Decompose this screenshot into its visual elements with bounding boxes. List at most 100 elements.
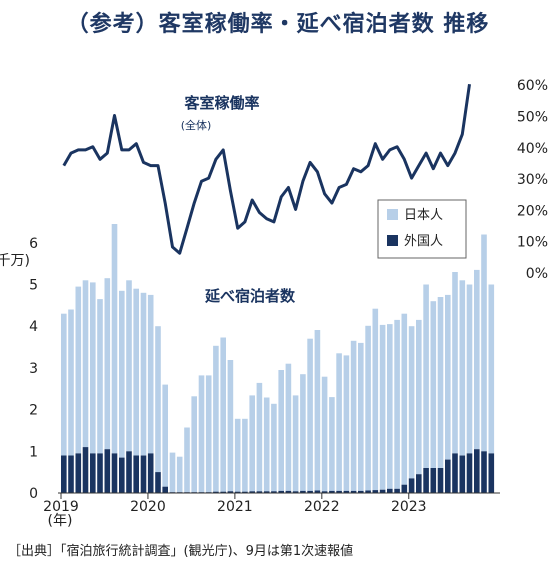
bar-foreign: [437, 468, 444, 493]
y-right-tick-label: 60%: [517, 78, 548, 94]
bar-japanese: [452, 272, 458, 454]
bar-label: 延べ宿泊者数: [204, 287, 296, 305]
bar-japanese: [242, 418, 248, 492]
y-right-tick-label: 20%: [517, 203, 548, 219]
bar-japanese: [155, 326, 161, 473]
bar-japanese: [401, 313, 408, 485]
x-tick-label: 2020: [130, 499, 166, 515]
bar-foreign: [249, 491, 255, 493]
bar-japanese: [205, 375, 212, 493]
bar-japanese: [437, 297, 444, 468]
bar-foreign: [140, 455, 147, 493]
bar-japanese: [104, 278, 111, 450]
source-note: ［出典］「宿泊旅行統計調査」(観光庁)、9月は第1次速報値: [8, 544, 354, 559]
bar-foreign: [68, 455, 74, 493]
bar-japanese: [256, 382, 263, 492]
bar-japanese: [394, 319, 400, 489]
bar-japanese: [133, 288, 139, 456]
bar-foreign: [394, 488, 400, 493]
bar-japanese: [292, 395, 299, 492]
bar-japanese: [300, 374, 306, 491]
bar-japanese: [416, 319, 422, 475]
bar-foreign: [336, 490, 342, 493]
bar-japanese: [365, 325, 371, 491]
y-left-tick-label: 4: [29, 319, 38, 335]
bar-japanese: [408, 326, 415, 479]
bar-foreign: [379, 489, 386, 493]
bar-japanese: [234, 418, 241, 492]
bar-foreign: [292, 491, 299, 493]
bar-japanese: [336, 353, 342, 491]
bar-japanese: [119, 290, 125, 458]
bar-japanese: [140, 292, 147, 456]
bar-foreign: [459, 455, 466, 493]
bar-foreign: [423, 468, 429, 493]
bar-japanese: [169, 452, 176, 493]
bar-foreign: [227, 491, 234, 493]
bar-japanese: [249, 395, 255, 492]
bar-foreign: [329, 490, 335, 493]
bar-japanese: [162, 384, 168, 487]
bar-foreign: [416, 474, 422, 493]
bar-foreign: [263, 491, 270, 493]
bar-foreign: [314, 490, 321, 493]
bar-japanese: [372, 308, 379, 491]
bar-foreign: [452, 453, 458, 493]
legend-entry-japanese: 日本人: [404, 208, 443, 223]
bar-japanese: [285, 363, 292, 491]
bar-japanese: [176, 456, 183, 493]
y-left-tick-label: 0: [29, 486, 38, 502]
bar-foreign: [481, 451, 487, 493]
bar-japanese: [213, 345, 219, 492]
bar-foreign: [82, 447, 89, 493]
bar-foreign: [488, 453, 495, 493]
legend-entry-foreign: 外国人: [404, 234, 443, 249]
y-left-unit: (千万): [0, 253, 30, 269]
legend: 日本人 外国人: [377, 199, 467, 259]
bar-foreign: [466, 453, 473, 493]
x-unit: (年): [48, 513, 73, 529]
bar-japanese: [430, 301, 437, 468]
legend-swatch-japanese: [387, 209, 398, 220]
y-left-tick-label: 1: [29, 444, 38, 460]
bar-japanese: [350, 340, 357, 491]
chart-title: （参考）客室稼働率・延べ宿泊者数 推移: [66, 12, 490, 37]
bar-japanese: [423, 284, 429, 468]
combo-chart: 2019 2020 2021 2022 202301234560%10%20%30%40…: [0, 78, 548, 529]
bar-foreign: [97, 453, 103, 493]
bar-japanese: [220, 337, 226, 492]
bar-japanese: [227, 360, 234, 492]
bar-foreign: [61, 455, 67, 493]
bar-japanese: [445, 294, 451, 460]
bar-foreign: [220, 491, 226, 493]
occupancy-line: [62, 83, 471, 255]
bar-foreign: [387, 488, 393, 493]
bar-foreign: [445, 459, 451, 493]
bar-foreign: [234, 491, 241, 493]
bar-japanese: [90, 282, 96, 454]
bar-foreign: [119, 457, 125, 493]
bar-foreign: [307, 490, 313, 493]
y-left-tick-label: 3: [29, 361, 38, 377]
bar-foreign: [401, 484, 408, 493]
line-sublabel: (全体): [181, 118, 212, 132]
x-tick-label: 2019: [43, 499, 79, 515]
bar-foreign: [358, 490, 364, 493]
y-right-tick-label: 50%: [517, 110, 548, 126]
bar-japanese: [343, 355, 350, 491]
bar-foreign: [321, 491, 328, 493]
bar-japanese: [379, 324, 386, 490]
bar-foreign: [430, 468, 437, 493]
bar-japanese: [191, 396, 197, 493]
bar-series: [61, 224, 495, 493]
bar-foreign: [133, 455, 139, 493]
bar-foreign: [104, 449, 111, 493]
bar-japanese: [271, 403, 277, 492]
bar-foreign: [242, 491, 248, 493]
bar-japanese: [278, 370, 284, 491]
bar-foreign: [126, 451, 132, 493]
x-tick-label: 2021: [217, 499, 253, 515]
bar-foreign: [365, 490, 371, 493]
bar-japanese: [314, 330, 321, 491]
bar-japanese: [184, 427, 190, 493]
